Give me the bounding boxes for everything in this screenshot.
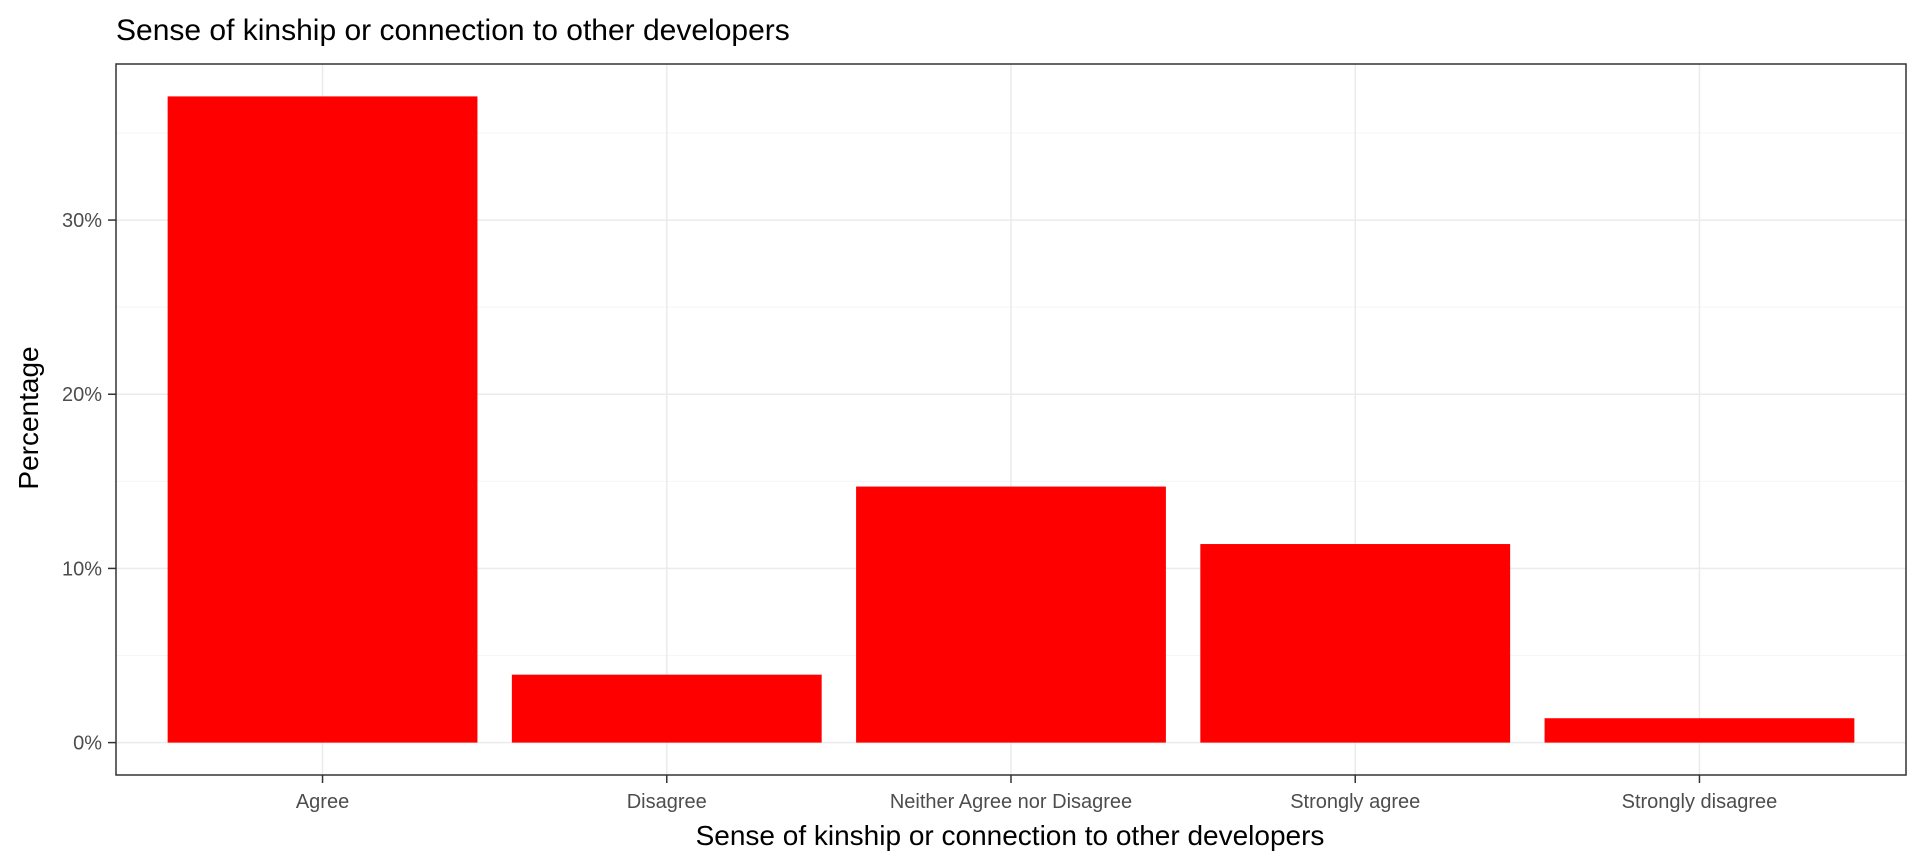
bar-neither-agree-nor-disagree bbox=[856, 486, 1166, 743]
bar-disagree bbox=[511, 674, 822, 743]
chart-title: Sense of kinship or connection to other … bbox=[116, 14, 790, 47]
y-tick-label: 0% bbox=[73, 733, 102, 755]
y-axis-title: Percentage bbox=[13, 346, 44, 489]
y-tick-label: 30% bbox=[62, 210, 102, 232]
bar-strongly-agree bbox=[1200, 544, 1511, 743]
x-tick-label: Strongly agree bbox=[1290, 791, 1420, 813]
x-tick-label: Agree bbox=[296, 791, 349, 813]
y-tick-label: 20% bbox=[62, 384, 102, 406]
bar-strongly-disagree bbox=[1544, 718, 1855, 743]
y-axis: 0% 10% 20% 30% bbox=[62, 210, 116, 755]
bars bbox=[167, 96, 1855, 743]
x-tick-label: Disagree bbox=[627, 791, 707, 813]
x-axis-title: Sense of kinship or connection to other … bbox=[696, 820, 1325, 851]
x-tick-label: Neither Agree nor Disagree bbox=[890, 791, 1132, 813]
bar-agree bbox=[167, 96, 478, 743]
x-axis: Agree Disagree Neither Agree nor Disagree S… bbox=[296, 775, 1777, 813]
y-tick-label: 10% bbox=[62, 558, 102, 580]
x-tick-label: Strongly disagree bbox=[1622, 791, 1778, 813]
